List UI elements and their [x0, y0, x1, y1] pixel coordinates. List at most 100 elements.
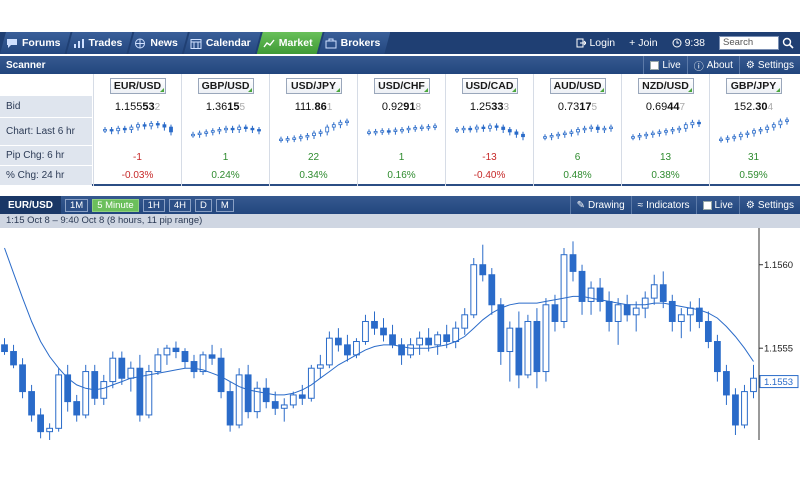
spark-candle — [765, 126, 770, 130]
pair-symbol-button[interactable]: GBP/JPY — [725, 78, 782, 94]
pair-sparkline[interactable] — [454, 114, 526, 144]
pair-sparkline[interactable] — [542, 114, 614, 144]
bid-pip: 15 — [227, 101, 240, 113]
timeframe-button[interactable]: 1M — [65, 198, 89, 212]
candle-body — [695, 307, 703, 322]
spark-candle — [380, 130, 385, 133]
drawing-icon: ✎ — [576, 199, 585, 211]
spark-candle — [331, 124, 336, 128]
bid-pipette: 2 — [154, 102, 161, 113]
candle-body — [1, 344, 8, 353]
top-nav: Forums Trades News Calendar Market Brokers Lo… — [0, 32, 800, 54]
scanner-about-button[interactable]: ⓘ About — [686, 56, 739, 74]
pair-pip-change: 22 — [307, 152, 320, 163]
nav-tab-trades[interactable]: Trades — [67, 32, 133, 54]
spark-candle — [169, 126, 173, 133]
pair-sparkline[interactable] — [630, 114, 702, 144]
candle-body — [741, 391, 748, 426]
login-icon — [576, 38, 587, 48]
pair-pip-change: 13 — [659, 152, 672, 163]
candle-body — [506, 327, 514, 353]
scanner-table: Bid Chart: Last 6 hr Pip Chg: 6 hr % Chg… — [0, 74, 800, 186]
pair-symbol-button[interactable]: AUD/USD — [549, 78, 606, 94]
pair-sparkline[interactable] — [102, 114, 174, 144]
candle-body — [344, 344, 351, 356]
timeframe-button[interactable]: 4H — [168, 198, 191, 212]
candle-body — [497, 304, 505, 353]
candle-body — [335, 337, 342, 346]
pair-pip-change: -1 — [133, 152, 142, 163]
live-checkbox[interactable] — [650, 60, 660, 70]
candle-body — [73, 401, 81, 416]
candle-body — [677, 314, 685, 322]
bid-pipette: 5 — [239, 102, 246, 113]
pair-sparkline[interactable] — [190, 114, 262, 144]
candle-body — [289, 394, 297, 406]
login-link[interactable]: Login — [576, 37, 615, 49]
nav-tab-news[interactable]: News — [128, 32, 187, 54]
candle-body — [280, 404, 288, 409]
candle-body — [199, 354, 207, 373]
chart-gear-icon: ⚙ — [745, 199, 755, 211]
candle-body — [434, 334, 442, 346]
nav-tab-forums[interactable]: Forums — [0, 32, 71, 54]
search-icon[interactable] — [782, 37, 794, 49]
spark-candle — [670, 129, 675, 132]
candle-body — [560, 254, 568, 322]
pair-symbol-button[interactable]: NZD/USD — [637, 78, 694, 94]
search-input[interactable]: Search — [719, 36, 779, 50]
bid-main: 1.36 — [205, 101, 228, 113]
candle-body — [479, 264, 487, 276]
candle-body — [19, 364, 26, 393]
chart-settings-button[interactable]: ⚙ Settings — [738, 196, 800, 214]
pair-symbol-button[interactable]: EUR/USD — [109, 78, 166, 94]
spark-candle — [576, 129, 580, 133]
candle-body — [732, 394, 739, 426]
spark-candle — [549, 135, 554, 138]
chart-live-checkbox[interactable] — [702, 200, 712, 210]
chart-live-toggle[interactable]: Live — [695, 196, 739, 214]
spark-candle — [325, 126, 330, 133]
chart-pair-label[interactable]: EUR/USD — [0, 196, 62, 214]
scanner-column: GBP/USD 1.36155 1 0.24% — [181, 74, 269, 186]
indicators-button[interactable]: ≈ Indicators — [630, 196, 696, 214]
timeframe-button[interactable]: M — [215, 198, 234, 212]
row-label-bid: Bid — [0, 96, 92, 118]
drawing-button[interactable]: ✎ Drawing — [569, 196, 631, 214]
pair-symbol-button[interactable]: USD/CAD — [461, 78, 518, 94]
scanner-column: USD/CAD 1.25333 -13 -0.40% — [445, 74, 533, 186]
join-link[interactable]: + Join — [629, 37, 657, 49]
drawing-label: Drawing — [587, 199, 625, 211]
candle-body — [650, 284, 658, 299]
timeframe-button[interactable]: 5 Minute — [92, 198, 139, 212]
spark-candle — [373, 131, 378, 134]
pair-symbol-button[interactable]: USD/JPY — [285, 78, 342, 94]
pair-symbol-button[interactable]: USD/CHF — [373, 78, 430, 94]
pair-symbol-button[interactable]: GBP/USD — [197, 78, 254, 94]
spark-candle — [521, 133, 525, 138]
spark-candle — [298, 136, 303, 139]
pair-pct-change: -0.40% — [473, 170, 506, 181]
spark-candle — [758, 129, 763, 132]
scanner-column: NZD/USD 0.69447 13 0.38% — [621, 74, 709, 186]
candle-body — [262, 387, 270, 403]
pair-sparkline[interactable] — [366, 114, 438, 144]
pair-sparkline[interactable] — [718, 114, 790, 144]
spark-candle — [285, 138, 290, 141]
nav-tab-calendar[interactable]: Calendar — [184, 32, 261, 54]
spark-candle — [683, 124, 688, 129]
scanner-live-toggle[interactable]: Live — [643, 56, 686, 74]
spark-candle — [433, 125, 437, 128]
scanner-settings-button[interactable]: ⚙ Settings — [738, 56, 800, 74]
pair-pct-change: 0.34% — [299, 170, 328, 181]
pair-sparkline[interactable] — [278, 114, 350, 144]
timeframe-button[interactable]: 1H — [142, 198, 165, 212]
spark-candle — [292, 137, 297, 140]
spark-candle — [562, 132, 567, 136]
spark-candle — [582, 127, 587, 131]
nav-tab-label: Calendar — [205, 37, 251, 49]
price-chart[interactable]: 1.1555 1.1560 1.1553 — [0, 228, 800, 442]
timeframe-button[interactable]: D — [194, 198, 212, 212]
nav-tab-market[interactable]: Market — [257, 32, 323, 54]
nav-tab-brokers[interactable]: Brokers — [319, 32, 391, 54]
